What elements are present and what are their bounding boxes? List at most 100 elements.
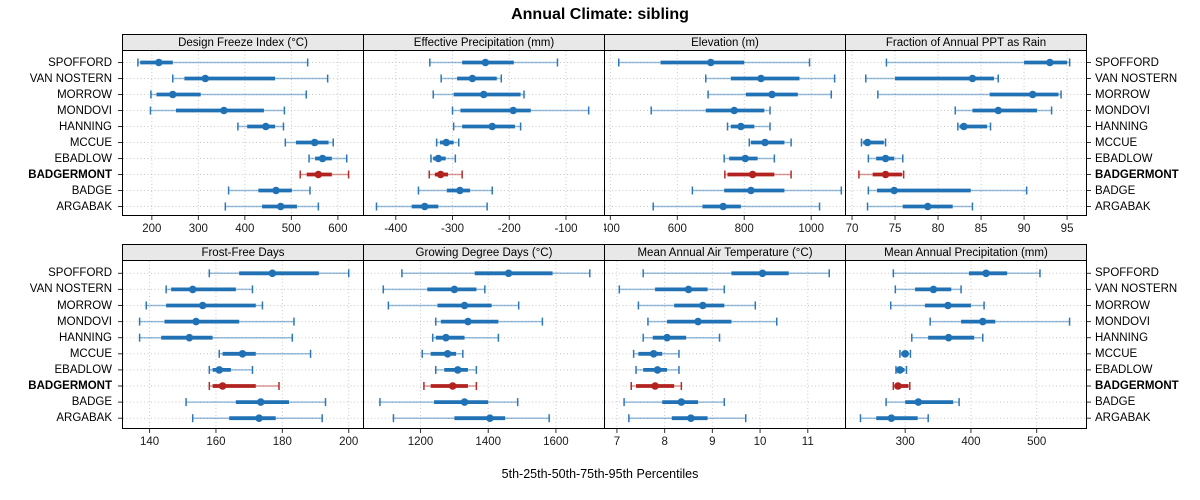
median-dot	[268, 269, 277, 278]
panel-1-1	[363, 260, 605, 429]
x-axis-canvas: 140 160 180 200	[140, 429, 358, 448]
x-axis-canvas: 300 400 500	[896, 429, 1046, 448]
tick-label: 9	[709, 436, 715, 448]
median-dot	[677, 398, 686, 406]
y-ticks-right	[1087, 260, 1091, 429]
panel-strip-title: Design Freeze Index (°C)	[178, 36, 308, 49]
site-label-left: BADGERMONT	[28, 380, 112, 392]
panel-canvas	[364, 261, 604, 428]
median-dot	[460, 301, 469, 310]
median-dot	[923, 202, 932, 211]
median-dot	[261, 122, 270, 131]
tick-label: 1200	[408, 436, 434, 448]
x-axis: 140 160 180 200	[122, 429, 364, 451]
tick-label: 500	[1027, 436, 1046, 448]
median-dot	[944, 333, 953, 342]
median-dot	[768, 90, 776, 99]
median-dot	[887, 414, 896, 422]
site-label-right: VAN NOSTERN	[1095, 283, 1178, 296]
panel-strip-title: Growing Degree Days (°C)	[415, 246, 553, 259]
site-label-right: VAN NOSTERN	[1095, 72, 1178, 85]
tick-label: 180	[273, 436, 292, 448]
tick-label: 500	[282, 223, 301, 235]
median-dot	[168, 90, 177, 99]
x-axis: 400 600 800 1000	[604, 216, 846, 238]
panel-strip-title: Effective Precipitation (mm)	[413, 36, 555, 49]
tick-label: 75	[889, 223, 902, 235]
site-label-left: ARGABAK	[56, 412, 112, 425]
median-dot	[185, 333, 194, 342]
median-dot	[486, 414, 494, 422]
site-label-right: BADGE	[1095, 184, 1136, 197]
median-dot	[201, 74, 210, 83]
median-dot	[896, 366, 904, 374]
tick-label: 10	[754, 436, 767, 448]
tick-label: 300	[189, 223, 208, 235]
site-label-left: MORROW	[57, 88, 112, 101]
percentiles-caption: 5th-25th-50th-75th-95th Percentiles	[501, 467, 699, 481]
median-dot	[310, 138, 319, 147]
x-axis-canvas: -400 -300 -200 -100	[384, 216, 578, 235]
tick-label: -400	[384, 223, 407, 235]
site-label-right: HANNING	[1095, 120, 1149, 133]
median-dot	[188, 285, 197, 294]
panel-strip-title: Mean Annual Air Temperature (°C)	[637, 246, 813, 259]
median-dot	[255, 414, 263, 422]
x-axis: 7 8 9 10 11	[604, 429, 846, 451]
y-ticks-canvas	[1087, 272, 1091, 419]
median-dot	[757, 74, 765, 83]
tick-label: 400	[961, 436, 980, 448]
tick-label: 90	[1018, 223, 1031, 235]
tick-label: 200	[339, 436, 358, 448]
site-label-right: ARGABAK	[1095, 200, 1151, 213]
tick-label: 1000	[798, 223, 824, 235]
site-label-left: MONDOVI	[57, 104, 112, 117]
site-label-left: ARGABAK	[56, 200, 112, 213]
median-dot	[198, 301, 207, 310]
median-dot	[761, 138, 769, 147]
x-axis-canvas: 400 600 800 1000	[604, 216, 824, 235]
median-dot	[994, 106, 1003, 115]
tick-label: -100	[554, 223, 577, 235]
x-axis-canvas: 200 300 400 500 600	[142, 216, 347, 235]
median-dot	[509, 106, 518, 115]
tick-label: 7	[614, 436, 620, 448]
site-label-right: BADGE	[1095, 396, 1136, 409]
site-label-right: ARGABAK	[1095, 412, 1151, 425]
tick-label: 85	[975, 223, 988, 235]
median-dot	[443, 350, 452, 358]
tick-label: 200	[142, 223, 161, 235]
panel-2-0	[604, 50, 846, 216]
panel-strip-title: Frost-Free Days	[201, 246, 285, 259]
median-dot	[314, 170, 323, 179]
tick-label: -300	[441, 223, 464, 235]
median-dot	[758, 269, 767, 278]
panel-canvas	[123, 261, 363, 428]
y-ticks-canvas	[118, 62, 122, 207]
median-dot	[218, 382, 227, 390]
y-ticks-canvas	[1087, 62, 1091, 207]
median-dot	[741, 154, 750, 163]
median-dot	[481, 58, 490, 67]
panel-strip: Mean Annual Precipitation (mm)	[845, 244, 1087, 261]
x-axis: -400 -300 -200 -100	[363, 216, 605, 238]
y-ticks-right	[1087, 50, 1091, 216]
median-dot	[890, 186, 898, 195]
panel-strip: Design Freeze Index (°C)	[122, 34, 364, 51]
median-dot	[155, 58, 163, 67]
panel-strip-title: Mean Annual Precipitation (mm)	[884, 246, 1048, 259]
median-dot	[684, 285, 693, 294]
site-label-right: BADGERMONT	[1095, 380, 1179, 392]
tick-label: 11	[802, 436, 814, 448]
tick-label: 95	[1061, 223, 1074, 235]
panel-strip-title: Elevation (m)	[691, 36, 759, 49]
median-dot	[238, 350, 247, 358]
site-label-right: SPOFFORD	[1095, 267, 1159, 280]
site-label-right: EBADLOW	[1095, 363, 1153, 376]
panel-canvas	[846, 51, 1086, 215]
panel-canvas	[364, 51, 604, 215]
site-label-right: MORROW	[1095, 299, 1150, 312]
x-axis-canvas: 70 75 80 85 90 95	[846, 216, 1074, 235]
site-label-left: BADGE	[71, 184, 112, 197]
median-dot	[420, 202, 429, 211]
